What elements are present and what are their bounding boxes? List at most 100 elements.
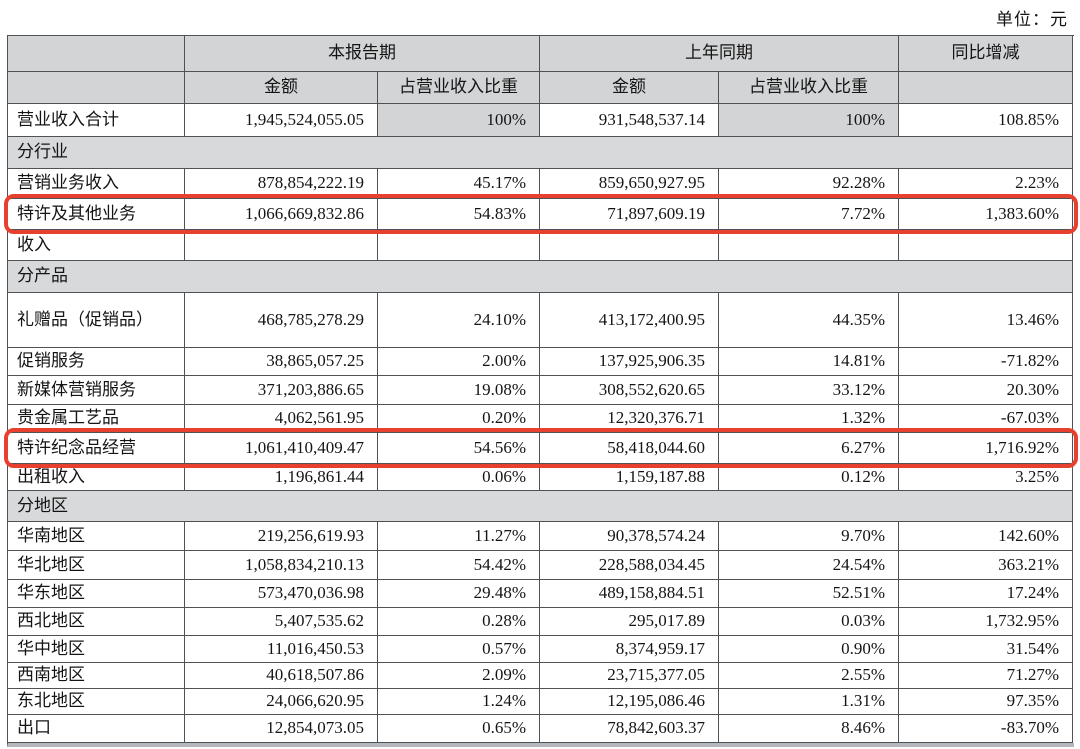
row-label: 华南地区 [17, 525, 85, 545]
row-label: 贵金属工艺品 [17, 408, 119, 428]
value-cell: 8,374,959.17 [540, 636, 719, 663]
header-current-amount: 金额 [185, 72, 378, 104]
value-cell: 17.24% [899, 580, 1073, 608]
value-cell: 1,383.60% [899, 199, 1073, 230]
value-cell: 54.56% [378, 433, 540, 464]
table-row: 营业收入合计 1,945,524,055.05 100% 931,548,537.14… [8, 104, 1074, 137]
value-cell: 0.90% [719, 636, 899, 663]
row-label: 东北地区 [17, 691, 85, 711]
value-cell [540, 230, 719, 261]
value-cell: 1,716.92% [899, 433, 1073, 464]
value-cell: 54.42% [378, 551, 540, 580]
value-cell: 0.03% [719, 608, 899, 636]
value-cell: 14.81% [719, 348, 899, 376]
row-label: 西南地区 [17, 665, 85, 685]
row-label-cell: 出租收入 [8, 464, 185, 491]
table-row: 西南地区 40,618,507.86 2.09% 23,715,377.05 2.55%… [8, 663, 1074, 689]
value-cell: 0.20% [378, 405, 540, 433]
value-cell: -83.70% [899, 715, 1073, 743]
value-cell: 71,897,609.19 [540, 199, 719, 230]
table-row: 营销业务收入 878,854,222.19 45.17% 859,650,927.95… [8, 169, 1074, 199]
value-cell: 24.10% [378, 293, 540, 348]
value-cell: 100% [719, 104, 899, 137]
row-label: 新媒体营销服务 [17, 379, 136, 399]
value-cell: 2.55% [719, 663, 899, 689]
row-label-cell: 贵金属工艺品 [8, 405, 185, 433]
row-label-cell: 西北地区 [8, 608, 185, 636]
unit-label: 单位：元 [996, 10, 1068, 29]
row-label-cell: 出口 [8, 715, 185, 743]
row-label: 促销服务 [17, 351, 85, 371]
value-cell: 11.27% [378, 522, 540, 551]
row-label: 礼赠品（促销品） [17, 309, 153, 329]
value-cell: -71.82% [899, 348, 1073, 376]
value-cell: 52.51% [719, 580, 899, 608]
value-cell: 33.12% [719, 376, 899, 405]
table-row: 出租收入 1,196,861.44 0.06% 1,159,187.88 0.12% 3.… [8, 464, 1074, 491]
value-cell: 38,865,057.25 [185, 348, 378, 376]
value-cell: 12,854,073.05 [185, 715, 378, 743]
row-label-cell: 收入 [8, 230, 185, 261]
value-cell: 40,618,507.86 [185, 663, 378, 689]
value-cell: 12,195,086.46 [540, 689, 719, 715]
value-cell: 20.30% [899, 376, 1073, 405]
value-cell [378, 230, 540, 261]
value-cell: 90,378,574.24 [540, 522, 719, 551]
value-cell: 413,172,400.95 [540, 293, 719, 348]
row-label-cell: 促销服务 [8, 348, 185, 376]
row-label: 特许纪念品经营 [17, 437, 136, 457]
value-cell: 1,066,669,832.86 [185, 199, 378, 230]
row-label: 西北地区 [17, 611, 85, 631]
value-cell: 2.23% [899, 169, 1073, 199]
table-row: 礼赠品（促销品） 468,785,278.29 24.10% 413,172,400.… [8, 293, 1074, 348]
table-row: 特许及其他业务 1,066,669,832.86 54.83% 71,897,609.… [4, 194, 1078, 234]
header-current-period: 本报告期 [185, 36, 540, 72]
value-cell: 5,407,535.62 [185, 608, 378, 636]
table-row: 华南地区 219,256,619.93 11.27% 90,378,574.24 9.7… [8, 522, 1074, 551]
section-row: 分产品 [8, 261, 1074, 293]
value-cell: 58,418,044.60 [540, 433, 719, 464]
value-cell: 468,785,278.29 [185, 293, 378, 348]
table-row: 贵金属工艺品 4,062,561.95 0.20% 12,320,376.71 1.32… [8, 405, 1074, 433]
table-row: 华北地区 1,058,834,210.13 54.42% 228,588,034.45… [8, 551, 1074, 580]
value-cell: 573,470,036.98 [185, 580, 378, 608]
value-cell: 3.25% [899, 464, 1073, 491]
row-label: 华中地区 [17, 638, 85, 658]
row-label: 收入 [17, 234, 51, 254]
row-label: 出口 [17, 718, 51, 738]
row-label-cell: 华东地区 [8, 580, 185, 608]
header-prior-period: 上年同期 [540, 36, 899, 72]
table-row: 东北地区 24,066,620.95 1.24% 12,195,086.46 1.31%… [8, 689, 1074, 715]
value-cell: 24.54% [719, 551, 899, 580]
header-prior-share: 占营业收入比重 [719, 72, 899, 104]
value-cell: -67.03% [899, 405, 1073, 433]
value-cell: 31.54% [899, 636, 1073, 663]
value-cell: 1.24% [378, 689, 540, 715]
header-empty-label-cell [8, 72, 185, 104]
revenue-breakdown-table: 本报告期 上年同期 同比增减 金额 占营业收入比重 金额 占营业收入比重 营业收… [4, 35, 1078, 747]
value-cell: 108.85% [899, 104, 1073, 137]
header-current-share: 占营业收入比重 [378, 72, 540, 104]
value-cell: 1,732.95% [899, 608, 1073, 636]
value-cell: 0.06% [378, 464, 540, 491]
value-cell: 45.17% [378, 169, 540, 199]
table-row: 华东地区 573,470,036.98 29.48% 489,158,884.51 52… [8, 580, 1074, 608]
value-cell: 142.60% [899, 522, 1073, 551]
section-label: 分地区 [8, 491, 1073, 522]
row-label-cell: 新媒体营销服务 [8, 376, 185, 405]
header-empty-yoy-cell [899, 72, 1073, 104]
value-cell: 1.31% [719, 689, 899, 715]
table-row: 新媒体营销服务 371,203,886.65 19.08% 308,552,620.6… [8, 376, 1074, 405]
row-label-cell: 东北地区 [8, 689, 185, 715]
value-cell: 4,062,561.95 [185, 405, 378, 433]
section-row: 分行业 [8, 137, 1074, 169]
row-label: 营业收入合计 [17, 109, 119, 129]
row-label-cell: 华北地区 [8, 551, 185, 580]
value-cell: 308,552,620.65 [540, 376, 719, 405]
row-label-cell: 特许及其他业务 [8, 199, 185, 230]
value-cell: 13.46% [899, 293, 1073, 348]
value-cell: 931,548,537.14 [540, 104, 719, 137]
value-cell: 100% [378, 104, 540, 137]
value-cell: 71.27% [899, 663, 1073, 689]
section-label: 分产品 [8, 261, 1073, 293]
